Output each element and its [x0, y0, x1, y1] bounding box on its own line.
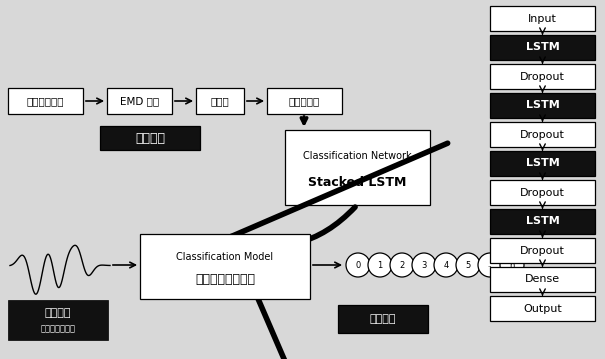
Text: 设备故障样本: 设备故障样本	[27, 96, 64, 106]
Circle shape	[500, 253, 524, 277]
FancyArrowPatch shape	[231, 143, 448, 359]
Text: 设备数据: 设备数据	[45, 308, 71, 318]
Text: LSTM: LSTM	[526, 159, 560, 168]
Circle shape	[456, 253, 480, 277]
Bar	[490, 93, 595, 118]
Text: Classification Model: Classification Model	[177, 252, 273, 262]
Bar	[490, 122, 595, 147]
Bar	[140, 234, 310, 299]
Bar	[490, 296, 595, 321]
Bar	[8, 300, 108, 340]
Bar	[338, 305, 428, 333]
Text: 数据正规化: 数据正规化	[289, 96, 320, 106]
Text: LSTM: LSTM	[526, 42, 560, 52]
Text: EMD 分解: EMD 分解	[120, 96, 159, 106]
Circle shape	[434, 253, 458, 277]
Bar	[196, 88, 244, 114]
Bar	[490, 238, 595, 263]
Text: Output: Output	[523, 303, 562, 313]
Text: Input: Input	[528, 14, 557, 23]
Circle shape	[390, 253, 414, 277]
Bar	[100, 126, 200, 150]
Bar	[490, 209, 595, 234]
Text: Stacked LSTM: Stacked LSTM	[309, 176, 407, 189]
Circle shape	[368, 253, 392, 277]
Text: 0: 0	[355, 261, 361, 270]
Text: LSTM: LSTM	[526, 216, 560, 227]
Bar	[490, 64, 595, 89]
Text: ..: ..	[488, 262, 492, 268]
Text: 3: 3	[421, 261, 427, 270]
Bar	[490, 6, 595, 31]
Circle shape	[346, 253, 370, 277]
Circle shape	[478, 253, 502, 277]
Bar	[490, 35, 595, 60]
Text: Dropout: Dropout	[520, 130, 565, 140]
Text: 时序数据分类模型: 时序数据分类模型	[195, 273, 255, 286]
Text: n: n	[509, 261, 515, 270]
Text: Dense: Dense	[525, 275, 560, 284]
Bar	[267, 88, 342, 114]
Bar	[490, 151, 595, 176]
Text: 特征工程: 特征工程	[135, 131, 165, 145]
Bar	[8, 88, 83, 114]
Text: Dropout: Dropout	[520, 246, 565, 256]
Text: 5: 5	[465, 261, 471, 270]
Bar	[285, 130, 430, 205]
Text: Dropout: Dropout	[520, 187, 565, 197]
Text: LSTM: LSTM	[526, 101, 560, 111]
Text: 标签化: 标签化	[211, 96, 229, 106]
Circle shape	[412, 253, 436, 277]
Text: 2: 2	[399, 261, 405, 270]
Text: 4: 4	[443, 261, 449, 270]
Text: 诊断结果: 诊断结果	[370, 314, 396, 324]
Bar	[490, 180, 595, 205]
Text: Dropout: Dropout	[520, 71, 565, 81]
Text: Classification Network: Classification Network	[303, 151, 412, 161]
Bar	[107, 88, 172, 114]
Text: 机器的监控数据: 机器的监控数据	[41, 324, 76, 333]
Bar	[490, 267, 595, 292]
Text: 1: 1	[378, 261, 382, 270]
